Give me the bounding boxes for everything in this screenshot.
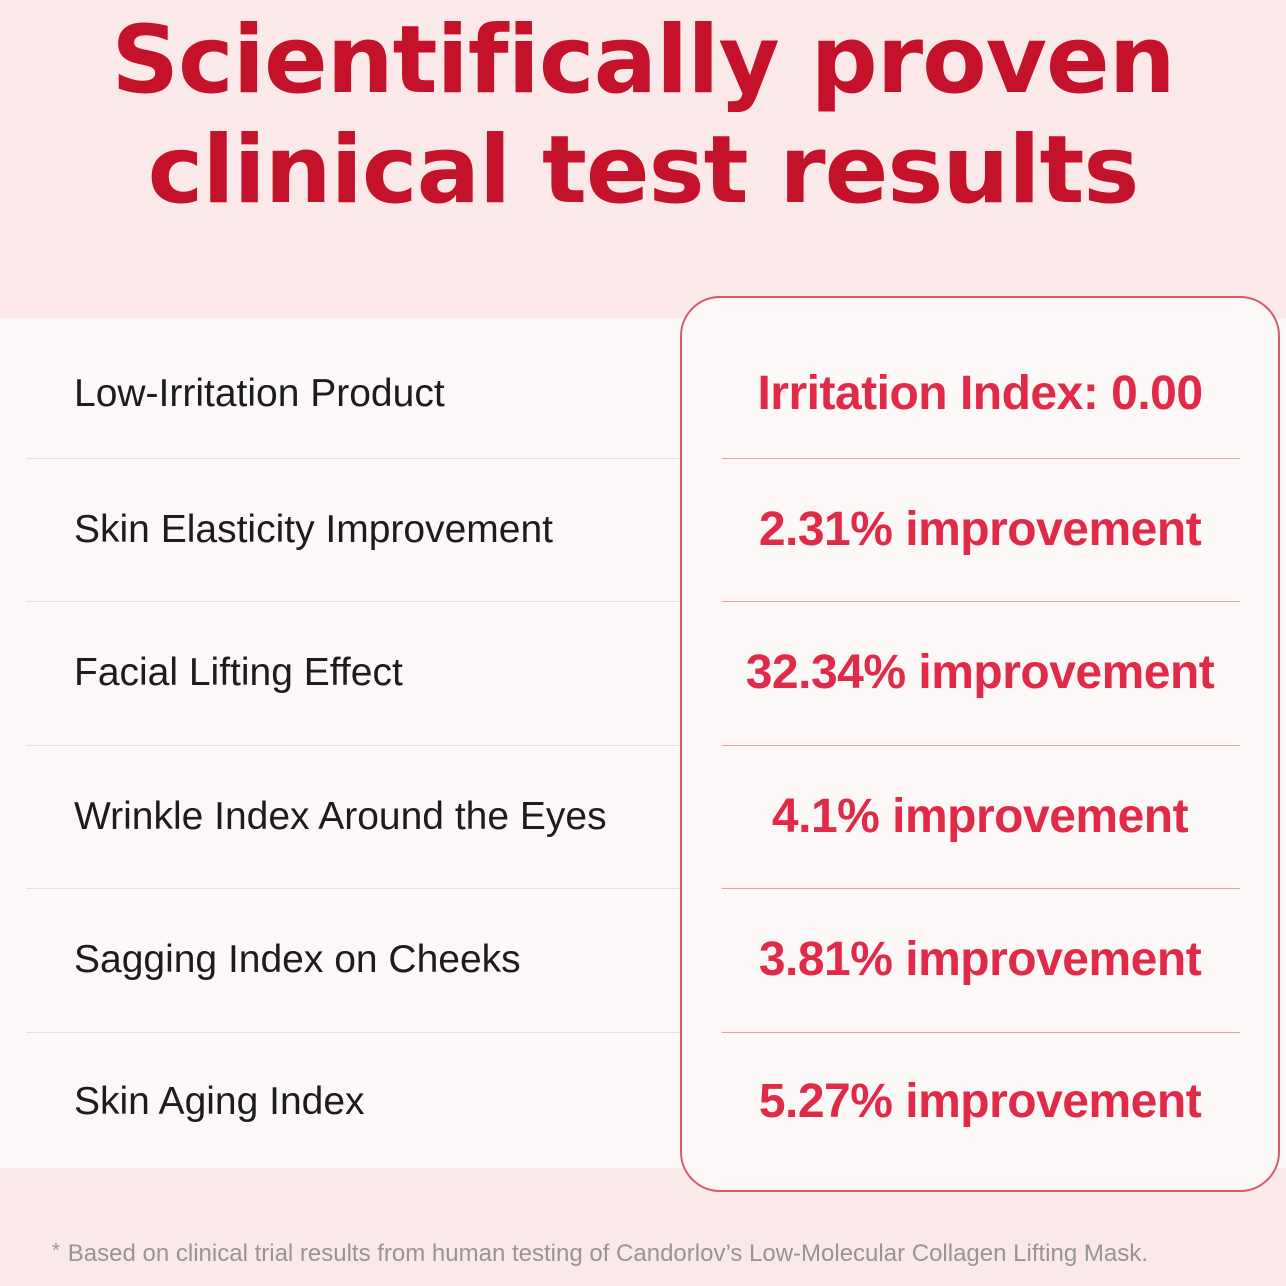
page-title: Scientifically proven clinical test resu… <box>0 6 1286 226</box>
result-value: 4.1% improvement <box>771 790 1189 843</box>
results-value-panel <box>680 296 1280 1192</box>
row-divider <box>26 888 680 889</box>
result-row-lifting: Facial Lifting Effect 32.34% improvement <box>0 601 1286 744</box>
result-value: 2.31% improvement <box>758 503 1202 556</box>
result-row-irritation: Low-Irritation Product Irritation Index:… <box>0 322 1286 465</box>
row-divider <box>26 458 680 459</box>
result-row-aging: Skin Aging Index 5.27% improvement <box>0 1030 1286 1173</box>
row-divider <box>26 601 680 602</box>
result-row-sagging: Sagging Index on Cheeks 3.81% improvemen… <box>0 888 1286 1031</box>
row-divider <box>722 888 1240 889</box>
result-row-wrinkle: Wrinkle Index Around the Eyes 4.1% impro… <box>0 745 1286 888</box>
row-divider <box>722 458 1240 459</box>
row-divider <box>722 1032 1240 1033</box>
row-divider <box>722 745 1240 746</box>
result-label: Low-Irritation Product <box>74 371 445 415</box>
title-line-2: clinical test results <box>147 116 1140 225</box>
result-value: 32.34% improvement <box>745 646 1215 699</box>
result-value: Irritation Index: 0.00 <box>757 367 1203 420</box>
result-label: Sagging Index on Cheeks <box>74 937 521 981</box>
result-label: Skin Aging Index <box>74 1079 365 1123</box>
row-divider <box>26 745 680 746</box>
result-row-elasticity: Skin Elasticity Improvement 2.31% improv… <box>0 458 1286 601</box>
row-divider <box>26 1032 680 1033</box>
footnote: * Based on clinical trial results from hu… <box>52 1240 1272 1268</box>
title-line-1: Scientifically proven <box>111 6 1175 115</box>
row-divider <box>722 601 1240 602</box>
result-label: Facial Lifting Effect <box>74 650 403 694</box>
footnote-text: Based on clinical trial results from hum… <box>67 1240 1148 1267</box>
result-value: 5.27% improvement <box>758 1075 1202 1128</box>
result-label: Skin Elasticity Improvement <box>74 507 553 551</box>
footnote-marker: * <box>52 1240 60 1262</box>
result-value: 3.81% improvement <box>758 933 1202 986</box>
result-label: Wrinkle Index Around the Eyes <box>74 794 607 838</box>
